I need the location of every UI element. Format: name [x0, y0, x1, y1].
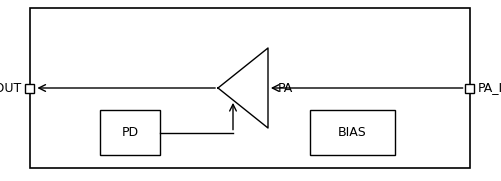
Bar — [26, 83, 35, 92]
Text: PA_OUT: PA_OUT — [0, 81, 23, 94]
Text: PD: PD — [121, 126, 138, 139]
Text: PA: PA — [278, 81, 293, 94]
Text: BIAS: BIAS — [338, 126, 366, 139]
Bar — [100, 110, 160, 155]
Bar — [30, 8, 469, 168]
Bar — [464, 83, 473, 92]
Bar — [310, 110, 394, 155]
Text: PA_IN: PA_IN — [476, 81, 501, 94]
